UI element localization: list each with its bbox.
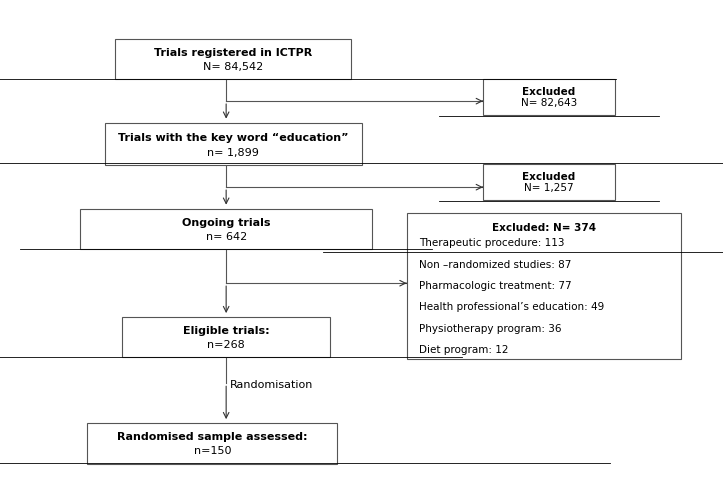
Text: Pharmacologic treatment: 77: Pharmacologic treatment: 77 — [419, 281, 572, 291]
Text: Trials registered in ICTPR: Trials registered in ICTPR — [154, 48, 312, 58]
Text: Excluded: Excluded — [522, 87, 576, 97]
Text: n= 1,899: n= 1,899 — [208, 148, 259, 158]
Text: n= 642: n= 642 — [205, 232, 247, 242]
Text: N= 1,257: N= 1,257 — [524, 183, 574, 193]
Bar — [80, 209, 372, 249]
Text: N= 84,542: N= 84,542 — [203, 62, 263, 72]
Bar — [483, 80, 615, 115]
Text: n=150: n=150 — [194, 446, 231, 457]
Text: n=268: n=268 — [208, 340, 245, 351]
Bar — [122, 317, 330, 357]
Text: Excluded: N= 374: Excluded: N= 374 — [492, 223, 596, 233]
Text: Randomised sample assessed:: Randomised sample assessed: — [117, 433, 307, 442]
Text: Therapeutic procedure: 113: Therapeutic procedure: 113 — [419, 238, 565, 248]
Text: Randomisation: Randomisation — [230, 380, 313, 389]
Bar — [406, 213, 681, 358]
Text: Non –randomized studies: 87: Non –randomized studies: 87 — [419, 260, 571, 270]
Text: Diet program: 12: Diet program: 12 — [419, 345, 508, 355]
Bar — [87, 423, 337, 464]
Text: Excluded: Excluded — [522, 171, 576, 182]
Text: Eligible trials:: Eligible trials: — [183, 327, 270, 336]
Text: Health professional’s education: 49: Health professional’s education: 49 — [419, 302, 604, 312]
Bar — [115, 39, 351, 80]
Bar — [483, 164, 615, 199]
Text: Physiotherapy program: 36: Physiotherapy program: 36 — [419, 324, 562, 334]
Text: N= 82,643: N= 82,643 — [521, 98, 577, 109]
Text: Ongoing trials: Ongoing trials — [182, 218, 270, 228]
Text: Trials with the key word “education”: Trials with the key word “education” — [118, 133, 348, 143]
Bar — [105, 123, 361, 165]
